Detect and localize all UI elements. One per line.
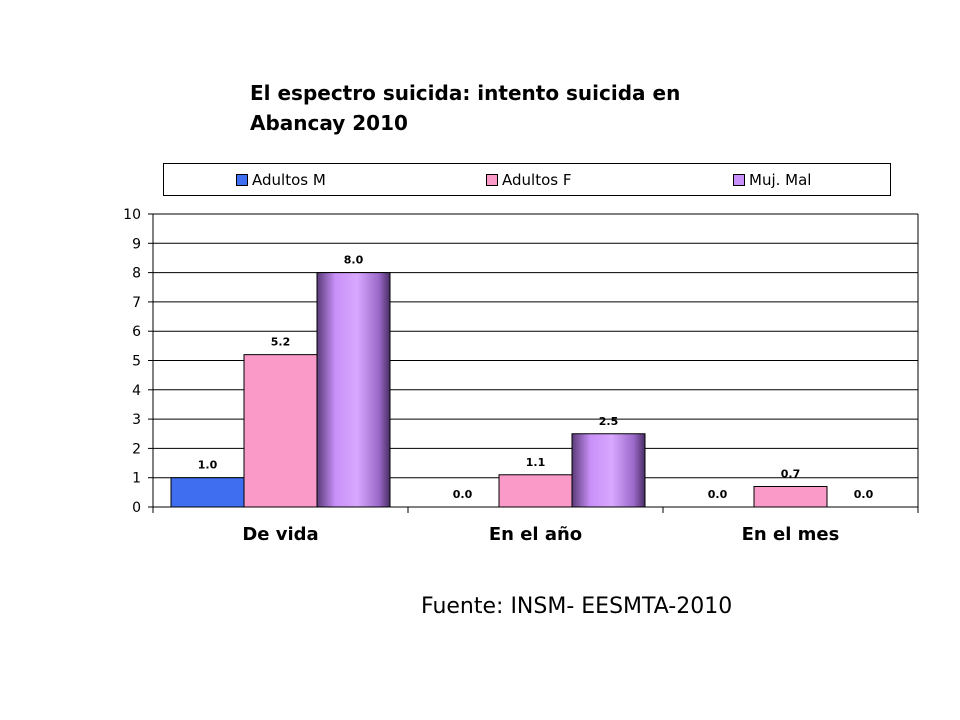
y-tick-label: 7 [132,295,141,311]
bar [243,354,318,508]
legend-label-adultos-f: Adultos F [502,170,572,189]
legend-item-adultos-m: Adultos M [236,164,326,195]
legend-swatch-adultos-f [486,173,498,186]
y-tick-label: 1 [132,471,141,487]
legend-label-adultos-m: Adultos M [252,170,326,189]
bar [753,485,828,508]
y-tick-label: 10 [123,207,141,223]
data-label: 1.1 [526,456,546,469]
y-tick-label: 8 [132,266,141,282]
legend-label-muj-mal: Muj. Mal [749,170,812,189]
y-tick-label: 3 [132,412,141,428]
x-category-label: En el mes [742,524,840,545]
y-tick-label: 5 [132,354,141,370]
y-tick-label: 0 [132,500,141,516]
data-label: 0.0 [708,488,728,501]
x-category-label: De vida [242,524,318,545]
chart-legend: Adultos M Adultos F Muj. Mal [163,163,891,196]
legend-item-muj-mal: Muj. Mal [733,164,811,195]
data-label: 5.2 [271,336,291,349]
data-label: 0.0 [854,488,874,501]
data-label: 0.7 [781,467,801,480]
y-tick-label: 2 [132,441,141,457]
y-tick-label: 4 [132,383,141,399]
data-label: 1.0 [198,459,218,472]
y-tick-label: 6 [132,324,141,340]
data-label: 2.5 [599,415,619,428]
bar [498,474,573,508]
legend-item-adultos-f: Adultos F [486,164,571,195]
bar [170,477,245,508]
bar [571,433,646,508]
data-label: 0.0 [453,488,473,501]
y-tick-label: 9 [132,236,141,252]
x-category-label: En el año [489,524,582,545]
legend-swatch-muj-mal [733,173,745,186]
chart-title: El espectro suicida: intento suicida en … [250,81,681,135]
data-label: 8.0 [344,254,364,267]
bar [316,272,391,508]
source-note: Fuente: INSM- EESMTA-2010 [421,594,733,619]
legend-swatch-adultos-m [236,173,248,186]
